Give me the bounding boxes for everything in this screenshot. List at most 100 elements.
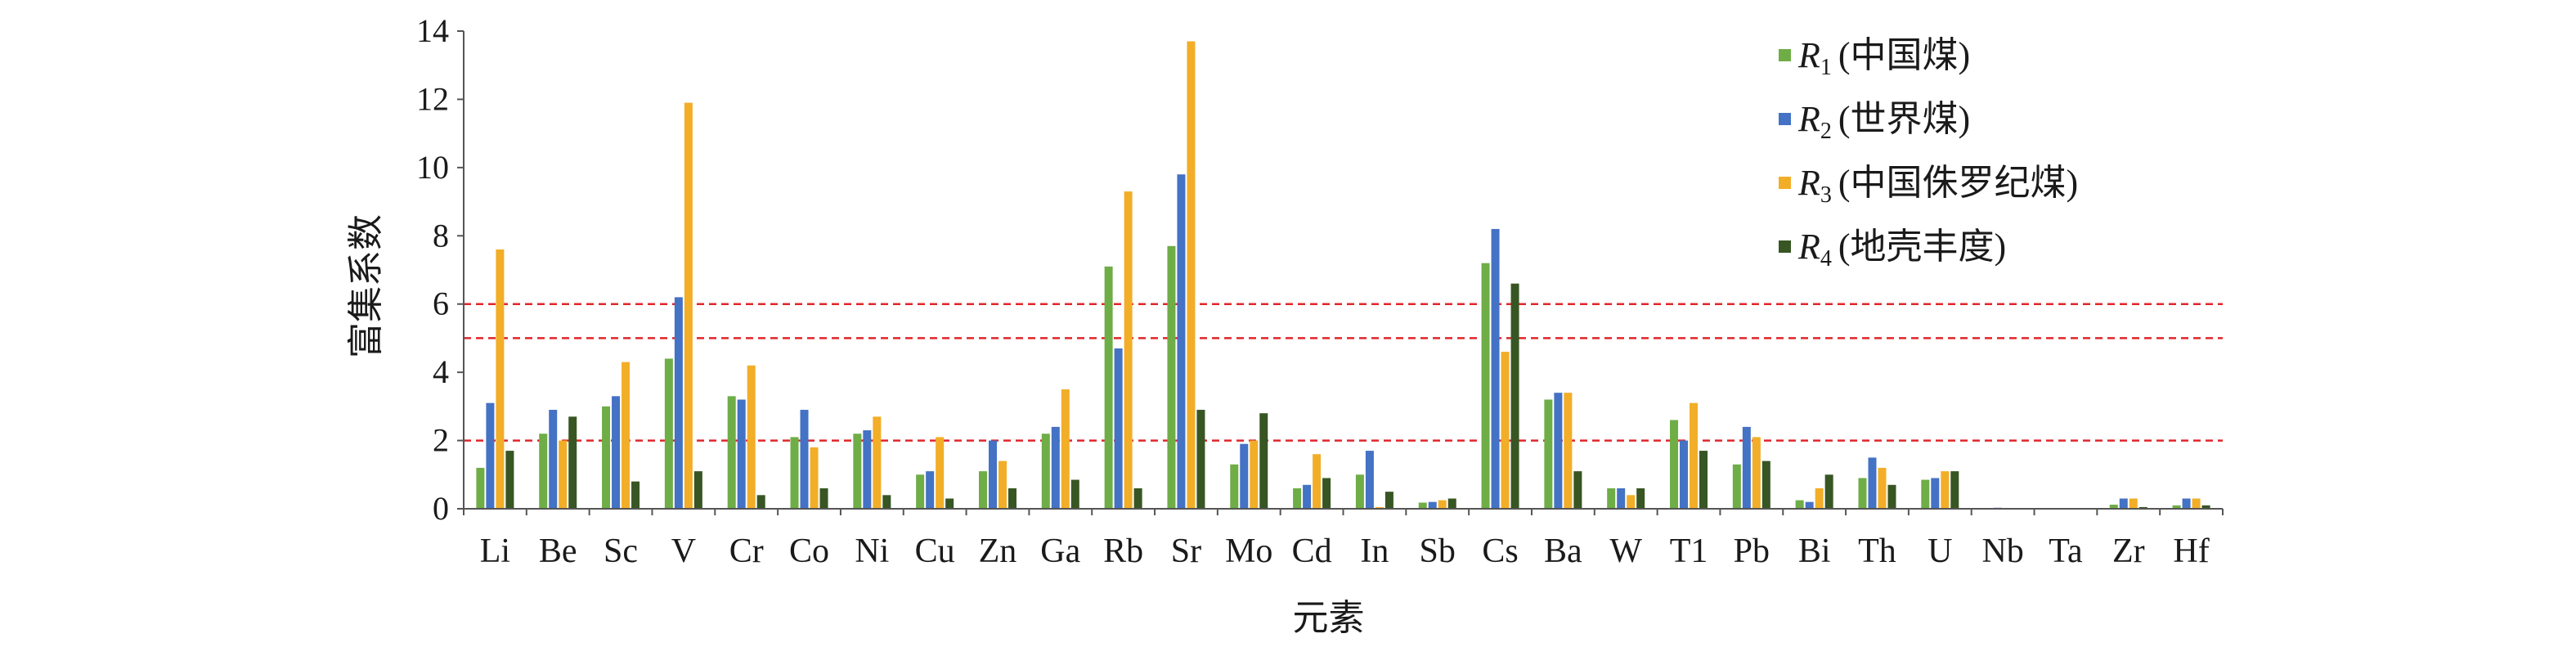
legend-entry: R3 (中国侏罗纪煤) — [1797, 163, 2078, 208]
bar — [1008, 488, 1016, 509]
bar — [1878, 467, 1887, 509]
x-tick-label: Ni — [855, 532, 889, 570]
bar — [559, 440, 568, 509]
y-axis-ticks: 0 2 4 6 8 10 12 14 — [416, 12, 464, 527]
bar — [945, 498, 954, 509]
bar — [1824, 474, 1833, 509]
bar — [2109, 504, 2118, 509]
x-tick-label: Zn — [979, 532, 1017, 570]
bar — [1051, 426, 1060, 509]
x-tick-label: Zr — [2112, 532, 2145, 570]
bar — [1501, 352, 1510, 509]
x-tick-label: Be — [539, 532, 577, 570]
bar — [1384, 492, 1393, 509]
bar — [1921, 479, 1930, 509]
bar — [1931, 478, 1940, 509]
bar — [631, 481, 640, 509]
y-axis-title: 富集系数 — [346, 214, 386, 358]
legend-swatch — [1779, 240, 1791, 253]
x-axis-title: 元素 — [1293, 598, 1365, 638]
bar — [1627, 495, 1636, 509]
x-tick-label: Li — [480, 532, 510, 570]
legend-swatch — [1779, 49, 1791, 61]
y-tick-label: 8 — [433, 217, 449, 254]
bar — [1636, 488, 1645, 509]
bar — [978, 471, 987, 509]
x-tick-label: Pb — [1734, 532, 1770, 570]
bar — [674, 297, 683, 509]
bar — [1365, 451, 1374, 509]
bars — [476, 41, 2210, 510]
bar — [622, 362, 631, 509]
bar — [1124, 191, 1133, 510]
bar — [1250, 440, 1259, 509]
bar — [800, 410, 809, 509]
bar — [882, 495, 891, 509]
bar — [810, 447, 819, 509]
bar — [1950, 471, 1959, 509]
bar — [1167, 245, 1176, 509]
bar — [693, 471, 702, 509]
bar — [936, 437, 945, 509]
bar — [1617, 488, 1626, 509]
x-tick-label: Ga — [1040, 532, 1080, 570]
bar — [1491, 228, 1500, 509]
bar — [539, 434, 548, 509]
bar — [1815, 488, 1824, 509]
x-tick-label: Rb — [1103, 532, 1143, 570]
bar — [1447, 498, 1456, 509]
bar — [2182, 498, 2191, 509]
y-tick-label: 0 — [433, 490, 449, 527]
bar — [1554, 393, 1563, 509]
bar — [2172, 505, 2181, 509]
bar — [1742, 426, 1751, 509]
bar — [1133, 488, 1142, 509]
bar — [1752, 437, 1761, 509]
bar — [1230, 464, 1239, 509]
x-tick-label: Ta — [2049, 532, 2083, 570]
y-tick-label: 10 — [416, 149, 449, 186]
x-tick-label: Cr — [729, 532, 764, 570]
bar — [1887, 484, 1896, 509]
bar — [1858, 478, 1867, 509]
x-tick-label: Co — [789, 532, 829, 570]
x-tick-label: W — [1609, 532, 1642, 570]
bar — [988, 440, 997, 509]
bar — [747, 365, 756, 509]
bar — [664, 358, 673, 509]
bar — [1868, 457, 1877, 509]
bar — [1177, 174, 1186, 509]
bar — [737, 399, 746, 509]
bar — [1680, 440, 1689, 509]
x-tick-label: Sc — [604, 532, 638, 570]
bar — [1187, 41, 1196, 510]
x-tick-label: U — [1928, 532, 1952, 570]
legend: R1 (中国煤) R2 (世界煤) R3 (中国侏罗纪煤) R4 (地壳丰度) — [1779, 35, 2078, 272]
bar — [1795, 500, 1804, 509]
x-tick-label: Hf — [2173, 532, 2209, 570]
x-tick-label: Sr — [1171, 532, 1201, 570]
legend-swatch — [1779, 177, 1791, 189]
bar — [790, 437, 799, 509]
x-tick-label: Cd — [1292, 532, 1332, 570]
bar — [1941, 471, 1950, 509]
bar — [756, 495, 765, 509]
bar — [476, 467, 485, 509]
bar — [1259, 413, 1268, 509]
bar — [1418, 502, 1427, 509]
x-tick-label: Bi — [1798, 532, 1831, 570]
bar — [1293, 488, 1302, 509]
x-tick-label: Sb — [1420, 532, 1456, 570]
x-tick-label: Mo — [1225, 532, 1272, 570]
bar — [1114, 348, 1123, 509]
bar — [1573, 471, 1582, 509]
bar — [1510, 283, 1519, 509]
bar — [1313, 454, 1322, 509]
bar — [863, 430, 872, 509]
x-tick-label: T1 — [1670, 532, 1708, 570]
bar — [1544, 399, 1553, 509]
bar — [2119, 498, 2128, 509]
legend-entry: R2 (世界煤) — [1797, 99, 1970, 144]
bar — [1438, 500, 1447, 509]
